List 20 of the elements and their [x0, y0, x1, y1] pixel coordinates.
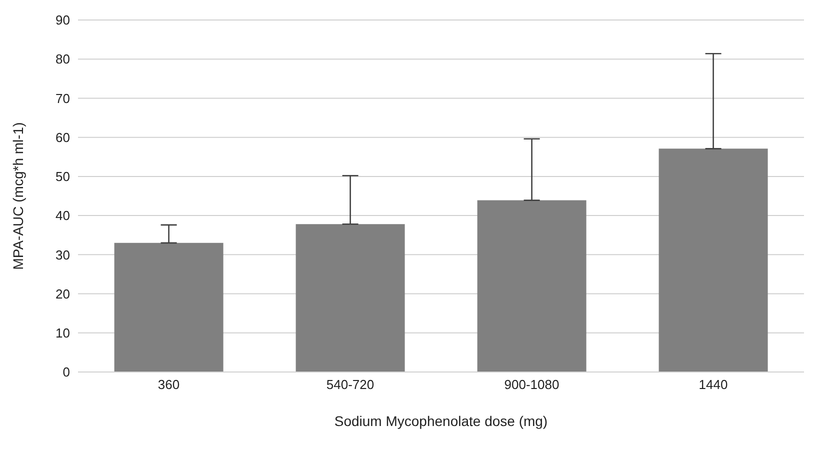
x-tick-label: 540-720	[326, 377, 374, 392]
y-tick-label: 80	[56, 52, 70, 67]
bar	[114, 242, 224, 372]
y-tick-label: 90	[56, 12, 70, 28]
bar	[658, 148, 768, 372]
y-tick-label: 60	[56, 130, 70, 145]
y-axis-title: MPA-AUC (mcg*h ml-1)	[10, 122, 26, 270]
bar	[477, 200, 586, 372]
x-tick-label: 360	[158, 377, 180, 392]
y-tick-label: 70	[56, 90, 70, 106]
x-axis-title: Sodium Mycophenolate dose (mg)	[334, 413, 548, 429]
y-tick-label: 10	[56, 326, 70, 341]
y-tick-label: 40	[56, 208, 70, 224]
y-tick-label: 20	[56, 286, 70, 302]
x-tick-label: 1440	[698, 377, 728, 392]
y-tick-label: 0	[62, 364, 70, 380]
y-tick-label: 50	[56, 169, 70, 184]
x-tick-label: 900-1080	[504, 377, 560, 392]
bar	[296, 224, 405, 372]
y-tick-label: 30	[56, 247, 70, 262]
